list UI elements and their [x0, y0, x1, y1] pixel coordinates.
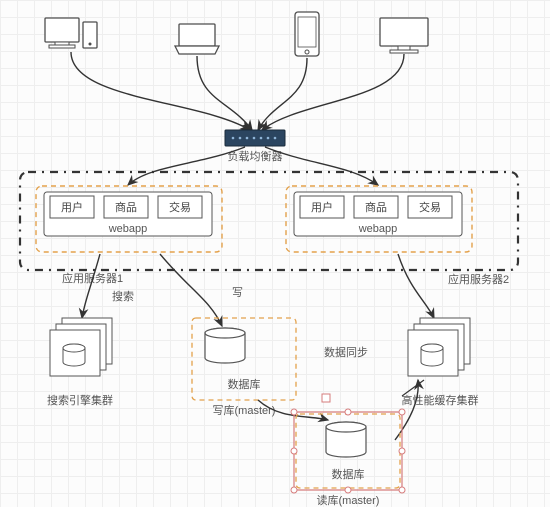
- client-monitor-icon: [380, 18, 428, 53]
- module-product-2-label: 商品: [365, 200, 387, 214]
- search-cluster-label: 搜索引擎集群: [47, 393, 113, 407]
- client-laptop-icon: [175, 24, 219, 54]
- load-balancer-icon: [225, 130, 285, 146]
- edge-search-label: 搜索: [112, 289, 134, 303]
- module-product-1-label: 商品: [115, 200, 137, 214]
- write-db-icon: [205, 328, 245, 363]
- read-db-inner-label: 数据库: [332, 467, 365, 481]
- module-trade-2-label: 交易: [419, 200, 441, 214]
- read-db-label: 读库(master): [317, 493, 380, 507]
- app-server-2-label: 应用服务器2: [448, 272, 509, 286]
- module-user-1-label: 用户: [61, 200, 83, 214]
- write-db-inner-label: 数据库: [228, 377, 261, 391]
- webapp-1-label: webapp: [108, 223, 148, 235]
- client-desktop-icon: [45, 18, 97, 48]
- module-user-2-label: 用户: [311, 200, 333, 214]
- cache-cluster-icon: [408, 318, 470, 376]
- read-db-icon: [326, 422, 366, 457]
- module-trade-1-label: 交易: [169, 200, 191, 214]
- edge-datasync-label: 数据同步: [324, 345, 368, 359]
- cache-cluster-label: 高性能缓存集群: [402, 393, 479, 407]
- architecture-diagram: 负载均衡器 用户 商品 交易 webapp 应用服务器1 用户 商品 交易 we…: [0, 0, 550, 507]
- edge-write-label: 写: [232, 287, 243, 299]
- search-cluster-icon: [50, 318, 112, 376]
- webapp-2-label: webapp: [358, 223, 398, 235]
- client-phone-icon: [295, 12, 319, 56]
